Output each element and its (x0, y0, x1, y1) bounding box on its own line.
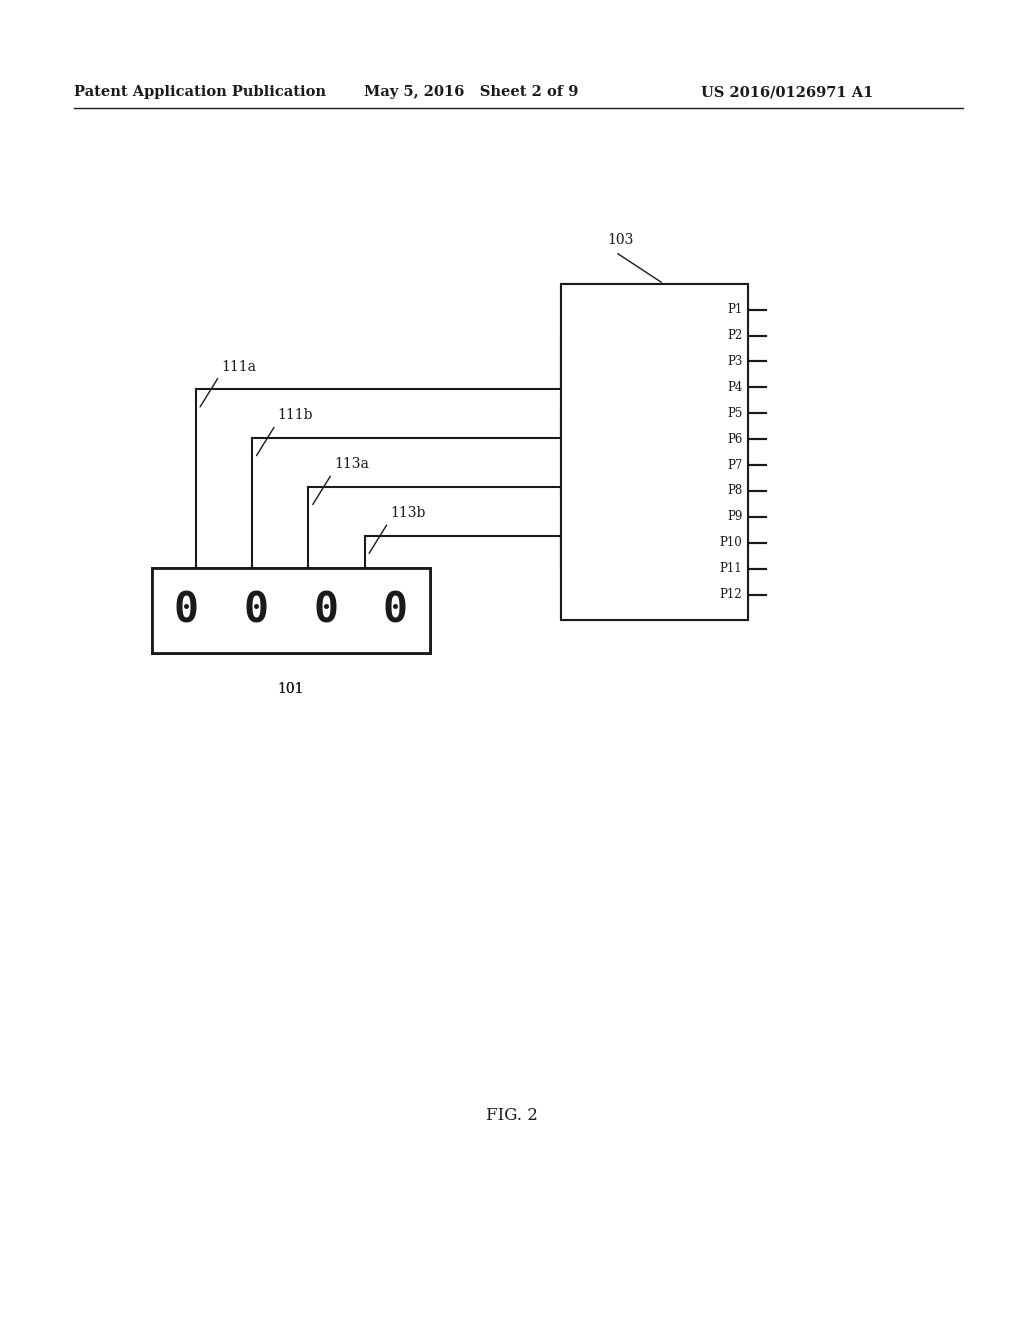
Text: 0: 0 (244, 590, 268, 631)
Text: P8: P8 (727, 484, 742, 498)
Text: 0: 0 (174, 590, 199, 631)
Text: P10: P10 (720, 536, 742, 549)
Text: 0: 0 (383, 590, 408, 631)
Text: 0: 0 (313, 590, 338, 631)
Text: 0: 0 (244, 590, 268, 631)
Text: P1: P1 (727, 304, 742, 317)
Text: P9: P9 (727, 511, 742, 523)
Text: P11: P11 (720, 562, 742, 576)
Text: P11: P11 (720, 562, 742, 576)
Text: P3: P3 (727, 355, 742, 368)
Text: P10: P10 (720, 536, 742, 549)
Text: P12: P12 (720, 587, 742, 601)
Text: P2: P2 (727, 329, 742, 342)
Text: 0: 0 (383, 590, 408, 631)
Text: P6: P6 (727, 433, 742, 446)
Text: FIG. 2: FIG. 2 (486, 1107, 538, 1123)
Text: P3: P3 (727, 355, 742, 368)
Text: 111b: 111b (278, 408, 313, 422)
Text: 101: 101 (278, 682, 304, 697)
FancyBboxPatch shape (561, 284, 748, 620)
Text: P4: P4 (727, 381, 742, 393)
Text: P8: P8 (727, 484, 742, 498)
FancyBboxPatch shape (561, 284, 748, 620)
Text: P7: P7 (727, 458, 742, 471)
Text: 0: 0 (174, 590, 199, 631)
Text: 113b: 113b (390, 506, 426, 520)
Text: P4: P4 (727, 381, 742, 393)
Text: P2: P2 (727, 329, 742, 342)
Text: P5: P5 (727, 407, 742, 420)
Text: P1: P1 (727, 304, 742, 317)
Text: 101: 101 (278, 682, 304, 697)
FancyBboxPatch shape (152, 568, 430, 653)
Text: P12: P12 (720, 587, 742, 601)
Text: 103: 103 (607, 232, 634, 247)
FancyBboxPatch shape (152, 568, 430, 653)
Text: 0: 0 (313, 590, 338, 631)
Text: 111a: 111a (221, 359, 256, 374)
Text: P7: P7 (727, 458, 742, 471)
Text: P5: P5 (727, 407, 742, 420)
Text: Patent Application Publication: Patent Application Publication (74, 86, 326, 99)
Text: May 5, 2016   Sheet 2 of 9: May 5, 2016 Sheet 2 of 9 (364, 86, 578, 99)
Text: US 2016/0126971 A1: US 2016/0126971 A1 (701, 86, 873, 99)
Text: P9: P9 (727, 511, 742, 523)
Text: 113a: 113a (334, 457, 369, 471)
Text: P6: P6 (727, 433, 742, 446)
